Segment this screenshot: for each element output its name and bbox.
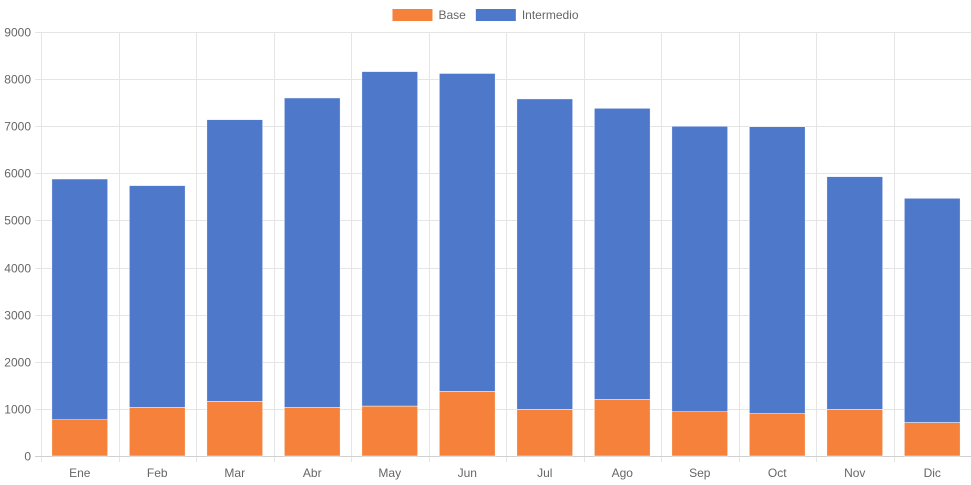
bar-intermedio-feb[interactable] (129, 185, 186, 408)
bar-base-dic[interactable] (904, 422, 961, 457)
legend-item-base[interactable]: Base (392, 8, 466, 22)
bar-intermedio-nov[interactable] (826, 176, 883, 410)
y-tick-label: 9000 (4, 26, 31, 40)
y-tick-label: 5000 (4, 214, 31, 228)
x-axis-ticks: Ene Feb Mar Abr May Jun Jul Ago Sep Oct Nov Dic (69, 466, 941, 480)
bar-intermedio-jul[interactable] (516, 98, 573, 410)
y-tick-label: 8000 (4, 73, 31, 87)
x-tick-label: May (378, 466, 401, 480)
legend-swatch (475, 9, 516, 21)
bar-base-ago[interactable] (594, 399, 651, 457)
x-tick-label: Oct (768, 466, 787, 480)
bar-base-oct[interactable] (749, 413, 806, 457)
legend-label: Base (438, 8, 466, 22)
bar-intermedio-ene[interactable] (51, 178, 108, 420)
bar-intermedio-ago[interactable] (594, 108, 651, 400)
x-tick-label: Jul (537, 466, 552, 480)
x-tick-label: Sep (689, 466, 711, 480)
bar-base-ene[interactable] (51, 419, 108, 457)
bar-intermedio-sep[interactable] (671, 125, 728, 412)
bar-intermedio-abr[interactable] (284, 97, 341, 408)
x-tick-label: Jun (458, 466, 477, 480)
bar-base-may[interactable] (361, 405, 418, 457)
y-tick-label: 2000 (4, 356, 31, 370)
legend-label: Intermedio (522, 8, 579, 22)
bar-intermedio-may[interactable] (361, 71, 418, 407)
x-tick-label: Feb (147, 466, 168, 480)
bar-base-jun[interactable] (439, 391, 496, 457)
bar-intermedio-oct[interactable] (749, 126, 806, 414)
y-axis-ticks: 0 1000 2000 3000 4000 5000 6000 7000 8000 9000 (4, 26, 31, 464)
y-tick-label: 3000 (4, 309, 31, 323)
x-tick-label: Nov (844, 466, 865, 480)
bar-intermedio-mar[interactable] (206, 119, 263, 402)
x-tick-label: Ene (69, 466, 91, 480)
bar-base-mar[interactable] (206, 401, 263, 457)
bar-intermedio-dic[interactable] (904, 198, 961, 423)
y-tick-label: 6000 (4, 167, 31, 181)
x-tick-label: Dic (924, 466, 941, 480)
chart-legend: Base Intermedio (392, 8, 579, 22)
legend-item-intermedio[interactable]: Intermedio (475, 8, 579, 22)
y-tick-label: 1000 (4, 403, 31, 417)
bar-intermedio-jun[interactable] (439, 73, 496, 392)
bar-base-feb[interactable] (129, 407, 186, 457)
bar-base-nov[interactable] (826, 409, 883, 457)
legend-swatch (392, 9, 433, 21)
x-tick-label: Ago (612, 466, 634, 480)
bar-base-sep[interactable] (671, 411, 728, 457)
chart-bars (51, 71, 961, 457)
y-tick-label: 7000 (4, 120, 31, 134)
y-tick-label: 4000 (4, 262, 31, 276)
chart-grid (35, 32, 971, 462)
bar-base-jul[interactable] (516, 409, 573, 457)
bar-base-abr[interactable] (284, 407, 341, 457)
x-tick-label: Mar (224, 466, 245, 480)
y-tick-label: 0 (24, 450, 31, 464)
x-tick-label: Abr (303, 466, 322, 480)
